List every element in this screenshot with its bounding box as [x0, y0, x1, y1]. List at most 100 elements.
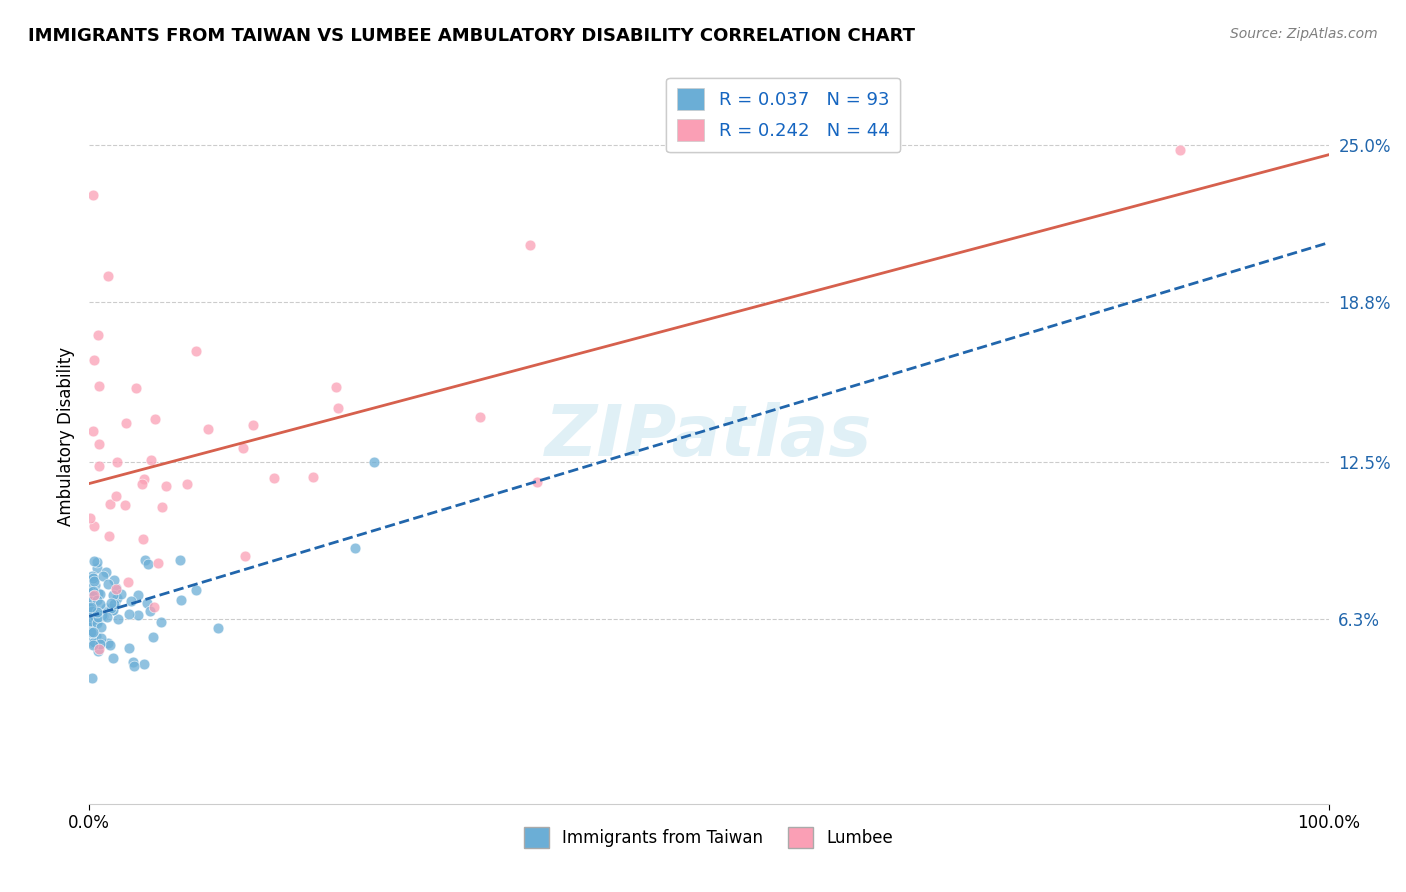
- Point: [101, 603, 124, 617]
- Point: [105, 591, 128, 606]
- Point: [87, 642, 110, 657]
- Text: ZIPatlas: ZIPatlas: [546, 401, 873, 471]
- Point: [98, 638, 121, 652]
- Point: [118, 607, 141, 621]
- Point: [233, 549, 256, 563]
- Point: [139, 453, 162, 467]
- Point: [90, 632, 112, 646]
- Point: [91, 568, 114, 582]
- Point: [326, 401, 349, 416]
- Point: [96, 609, 118, 624]
- Point: [100, 596, 122, 610]
- Point: [103, 588, 125, 602]
- Point: [176, 477, 198, 491]
- Point: [143, 412, 166, 426]
- Point: [86, 605, 108, 619]
- Point: [82, 425, 104, 439]
- Point: [526, 475, 548, 490]
- Point: [100, 600, 122, 615]
- Point: [96, 565, 118, 579]
- Point: [84, 604, 107, 618]
- Text: Source: ZipAtlas.com: Source: ZipAtlas.com: [1230, 27, 1378, 41]
- Point: [1168, 143, 1191, 157]
- Point: [149, 615, 172, 629]
- Point: [519, 237, 541, 252]
- Point: [87, 613, 110, 627]
- Point: [82, 614, 104, 628]
- Point: [118, 640, 141, 655]
- Point: [84, 578, 107, 592]
- Point: [86, 555, 108, 569]
- Point: [89, 458, 111, 473]
- Point: [197, 422, 219, 436]
- Point: [105, 455, 128, 469]
- Point: [155, 478, 177, 492]
- Point: [131, 532, 153, 546]
- Point: [97, 269, 120, 284]
- Point: [86, 616, 108, 631]
- Point: [104, 581, 127, 595]
- Point: [79, 599, 101, 613]
- Point: [87, 586, 110, 600]
- Point: [103, 597, 125, 611]
- Point: [89, 587, 111, 601]
- Point: [98, 497, 121, 511]
- Point: [79, 584, 101, 599]
- Point: [83, 610, 105, 624]
- Point: [138, 604, 160, 618]
- Point: [80, 625, 103, 640]
- Point: [301, 469, 323, 483]
- Point: [127, 607, 149, 622]
- Point: [89, 636, 111, 650]
- Point: [82, 589, 104, 603]
- Point: [344, 541, 367, 556]
- Text: IMMIGRANTS FROM TAIWAN VS LUMBEE AMBULATORY DISABILITY CORRELATION CHART: IMMIGRANTS FROM TAIWAN VS LUMBEE AMBULAT…: [28, 27, 915, 45]
- Point: [83, 573, 105, 587]
- Point: [82, 638, 104, 652]
- Point: [97, 635, 120, 649]
- Point: [263, 471, 285, 485]
- Point: [207, 621, 229, 635]
- Point: [122, 659, 145, 673]
- Point: [82, 604, 104, 618]
- Point: [131, 476, 153, 491]
- Point: [87, 644, 110, 658]
- Point: [79, 581, 101, 595]
- Point: [132, 472, 155, 486]
- Point: [87, 378, 110, 392]
- Point: [97, 529, 120, 543]
- Point: [125, 381, 148, 395]
- Point: [232, 441, 254, 455]
- Point: [82, 636, 104, 650]
- Point: [80, 625, 103, 640]
- Point: [186, 583, 208, 598]
- Point: [83, 603, 105, 617]
- Point: [82, 603, 104, 617]
- Point: [143, 599, 166, 614]
- Point: [82, 630, 104, 644]
- Point: [103, 651, 125, 665]
- Point: [83, 635, 105, 649]
- Point: [80, 614, 103, 628]
- Point: [80, 569, 103, 583]
- Point: [91, 609, 114, 624]
- Point: [110, 587, 132, 601]
- Point: [121, 656, 143, 670]
- Point: [103, 574, 125, 588]
- Y-axis label: Ambulatory Disability: Ambulatory Disability: [58, 347, 75, 525]
- Point: [79, 601, 101, 615]
- Point: [142, 630, 165, 644]
- Point: [132, 657, 155, 671]
- Point: [134, 553, 156, 567]
- Point: [79, 511, 101, 525]
- Point: [86, 609, 108, 624]
- Point: [83, 588, 105, 602]
- Point: [80, 620, 103, 634]
- Point: [80, 590, 103, 604]
- Point: [87, 327, 110, 342]
- Point: [169, 592, 191, 607]
- Point: [87, 437, 110, 451]
- Point: [82, 188, 104, 202]
- Point: [169, 553, 191, 567]
- Point: [120, 594, 142, 608]
